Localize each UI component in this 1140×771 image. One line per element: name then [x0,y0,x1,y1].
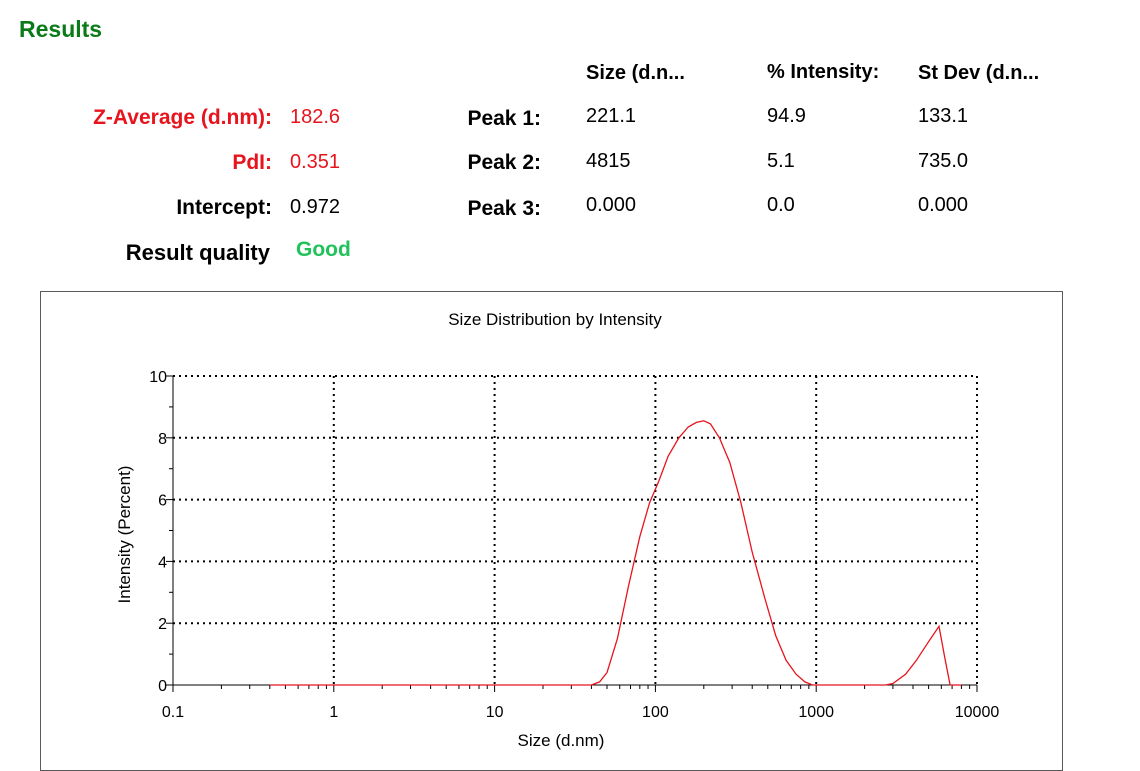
pdi-label: PdI: [232,151,272,174]
peak-2-label: Peak 2: [467,151,541,174]
y-tick-label: 4 [158,554,167,571]
y-tick-label: 0 [158,678,167,695]
results-title: Results [19,16,103,42]
peak-1-label: Peak 1: [467,107,541,130]
peak-1-size: 221.1 [586,105,637,127]
header-stdev: St Dev (d.n... [918,62,1040,84]
chart-panel: Size Distribution by Intensity 0.1 1 10 100 1… [40,291,1063,771]
x-tick-label: 10000 [955,704,1000,721]
y-tick-label: 2 [158,616,167,633]
result-quality-label: Result quality [125,240,270,265]
peak-1-stdev: 133.1 [918,105,969,127]
peak-3-label: Peak 3: [467,197,541,220]
y-tick-label: 8 [158,431,167,448]
x-tick-label: 0.1 [162,704,184,721]
peak-3-size: 0.000 [586,194,637,216]
intercept-label: Intercept: [176,196,272,219]
peak-1-intensity: 94.9 [767,105,806,127]
peak-3-stdev: 0.000 [918,194,969,216]
x-tick-label: 100 [642,704,669,721]
intensity-curve [269,420,962,686]
x-axis-label: Size (d.nm) [518,731,605,750]
y-tick-label: 6 [158,493,167,510]
peak-3-intensity: 0.0 [767,194,795,216]
y-tick-label: 10 [149,369,167,386]
x-tick-label: 1 [329,704,338,721]
peak-2-stdev: 735.0 [918,150,969,172]
peak-2-size: 4815 [586,150,631,172]
x-tick-label: 10 [486,704,504,721]
result-quality-value: Good [296,238,351,261]
y-axis-label: Intensity (Percent) [115,466,134,604]
peak-2-intensity: 5.1 [767,150,795,172]
pdi-value: 0.351 [290,151,341,173]
z-average-value: 182.6 [290,106,341,128]
z-average-label: Z-Average (d.nm): [93,106,272,129]
x-tick-label: 1000 [798,704,834,721]
header-intensity: % Intensity: [767,61,880,83]
chart-title: Size Distribution by Intensity [448,310,662,329]
header-size: Size (d.n... [586,62,685,84]
intercept-value: 0.972 [290,196,341,218]
